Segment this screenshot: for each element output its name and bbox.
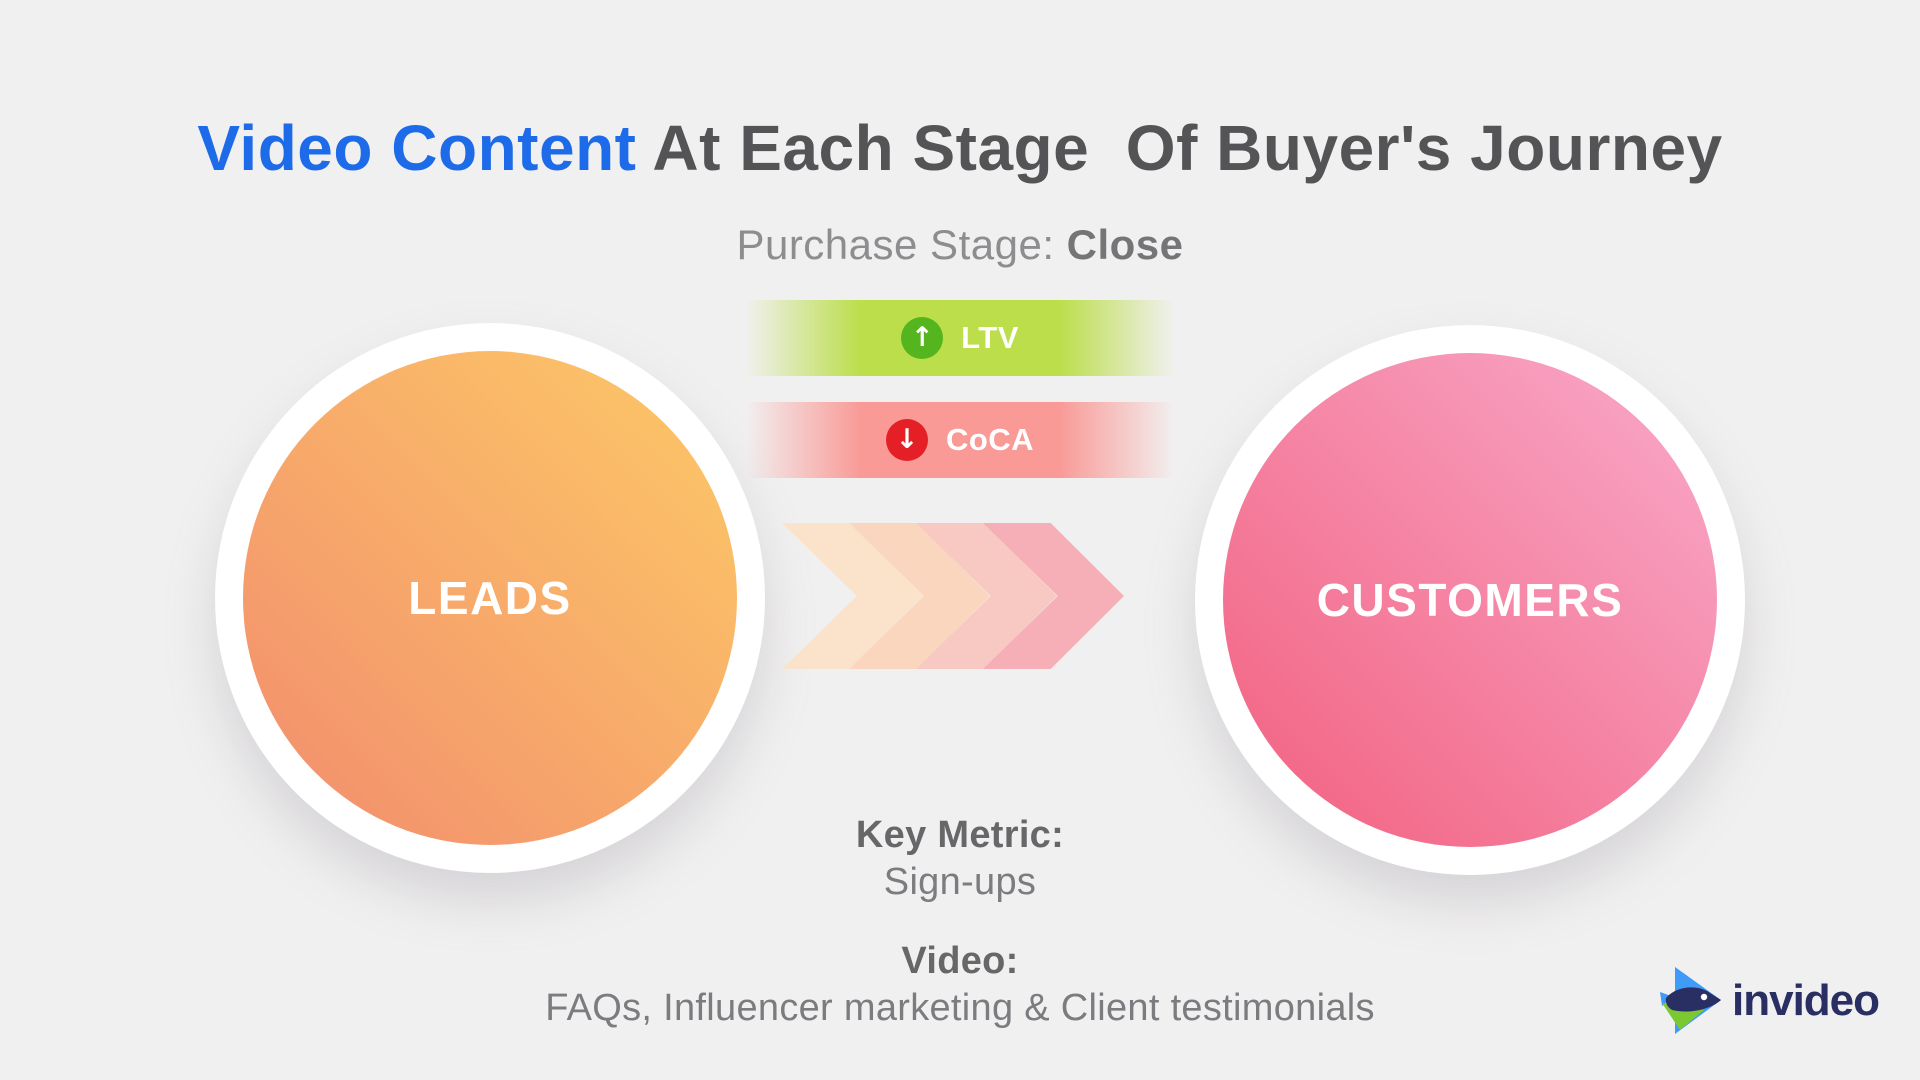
page-title: Video Content At Each Stage Of Buyer's J… bbox=[0, 115, 1920, 181]
video-block: Video: FAQs, Influencer marketing & Clie… bbox=[0, 938, 1920, 1032]
page-title-highlight: Video Content bbox=[197, 111, 653, 184]
leads-circle-fill: LEADS bbox=[243, 351, 737, 845]
purchase-stage-line: Purchase Stage: Close bbox=[0, 222, 1920, 268]
purchase-stage-value: Close bbox=[1066, 221, 1184, 268]
key-metric-heading: Key Metric: bbox=[855, 814, 1065, 856]
customers-circle: CUSTOMERS bbox=[1195, 325, 1745, 875]
customers-label: CUSTOMERS bbox=[1316, 574, 1624, 626]
leads-circle: LEADS bbox=[215, 323, 765, 873]
page-title-rest: At Each Stage Of Buyer's Journey bbox=[652, 111, 1723, 184]
down-arrow-icon: ↓ bbox=[885, 419, 928, 461]
invideo-fish-icon bbox=[1660, 967, 1721, 1034]
video-heading: Video: bbox=[901, 940, 1019, 982]
key-metric-block: Key Metric: Sign-ups bbox=[0, 812, 1920, 906]
ltv-banner: ↑ LTV bbox=[745, 300, 1175, 376]
ltv-label: LTV bbox=[961, 320, 1019, 355]
key-metric-value: Sign-ups bbox=[883, 861, 1037, 903]
leads-label: LEADS bbox=[408, 572, 572, 624]
invideo-wordmark: invideo bbox=[1732, 976, 1880, 1025]
coca-label: CoCA bbox=[945, 422, 1035, 457]
flow-arrow-icon bbox=[782, 523, 1124, 669]
customers-circle-fill: CUSTOMERS bbox=[1223, 353, 1717, 847]
coca-banner: ↓ CoCA bbox=[745, 402, 1175, 478]
invideo-logo: invideo bbox=[1658, 966, 1880, 1036]
purchase-stage-prefix: Purchase Stage: bbox=[736, 221, 1067, 268]
video-value: FAQs, Influencer marketing & Client test… bbox=[545, 987, 1375, 1029]
up-arrow-icon: ↑ bbox=[901, 317, 944, 359]
